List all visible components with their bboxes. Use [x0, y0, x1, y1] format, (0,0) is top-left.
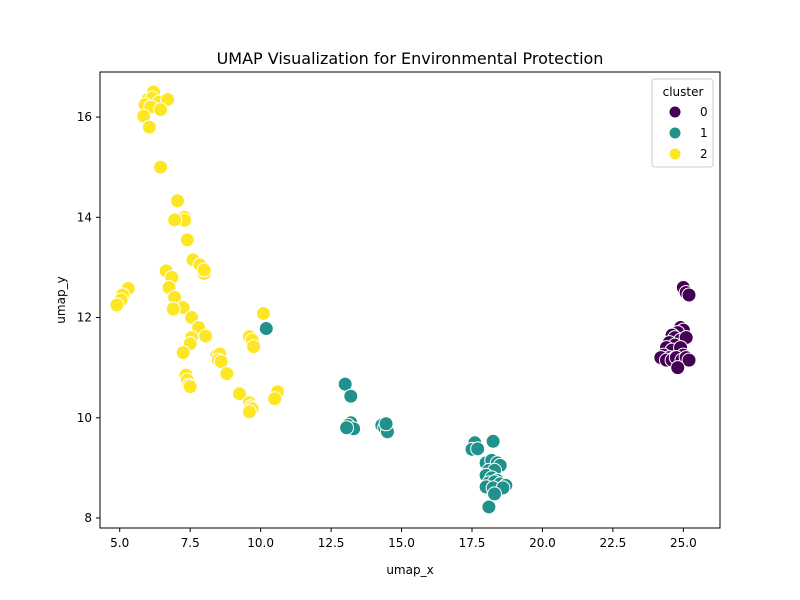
data-point-cluster-0 — [670, 360, 686, 376]
data-point-cluster-1 — [485, 433, 501, 449]
data-point-cluster-2 — [196, 262, 212, 278]
x-tick-label: 10.0 — [247, 536, 274, 550]
data-point-cluster-1 — [339, 420, 355, 436]
x-tick-label: 22.5 — [600, 536, 627, 550]
data-point-cluster-1 — [378, 416, 394, 432]
legend-label-cluster-2: 2 — [700, 147, 708, 161]
x-tick-label: 5.0 — [110, 536, 129, 550]
legend-label-cluster-1: 1 — [700, 126, 708, 140]
data-point-cluster-2 — [165, 301, 181, 317]
legend-entries: 0 1 2 — [668, 105, 708, 161]
data-point-cluster-2 — [182, 379, 198, 395]
y-tick-label: 16 — [77, 110, 92, 124]
data-point-cluster-2 — [267, 391, 283, 407]
y-tick-label: 14 — [77, 210, 92, 224]
plot-area-frame — [99, 71, 721, 529]
x-tick-label: 15.0 — [388, 536, 415, 550]
data-point-cluster-0 — [681, 287, 697, 303]
data-point-cluster-2 — [219, 366, 235, 382]
legend-title: cluster — [663, 85, 704, 99]
x-tick-label: 7.5 — [181, 536, 200, 550]
data-point-cluster-2 — [153, 102, 169, 118]
data-point-cluster-1 — [481, 499, 497, 515]
data-point-cluster-1 — [470, 441, 486, 457]
x-tick-label: 12.5 — [318, 536, 345, 550]
legend-marker-cluster-0 — [668, 105, 682, 119]
x-tick-label: 20.0 — [529, 536, 556, 550]
data-point-cluster-2 — [141, 119, 157, 135]
data-point-cluster-2 — [241, 404, 257, 420]
data-points — [109, 84, 697, 515]
data-point-cluster-2 — [175, 345, 191, 361]
legend-marker-cluster-1 — [668, 126, 682, 140]
data-point-cluster-2 — [246, 339, 262, 355]
chart-title: UMAP Visualization for Environmental Pro… — [217, 49, 604, 68]
x-tick-label: 25.0 — [670, 536, 697, 550]
legend: cluster 0 1 2 — [651, 78, 714, 168]
data-point-cluster-1 — [258, 321, 274, 337]
data-point-cluster-2 — [167, 212, 183, 228]
data-point-cluster-2 — [109, 297, 125, 313]
data-point-cluster-2 — [170, 193, 185, 209]
data-point-cluster-2 — [153, 159, 169, 175]
data-point-cluster-2 — [255, 306, 271, 322]
x-axis-label: umap_x — [386, 563, 433, 577]
data-point-cluster-2 — [232, 386, 247, 402]
y-tick-label: 8 — [84, 511, 92, 525]
data-point-cluster-2 — [198, 328, 214, 344]
data-point-cluster-1 — [337, 376, 353, 392]
y-axis-label: umap_y — [54, 276, 68, 323]
y-tick-label: 10 — [77, 411, 92, 425]
data-point-cluster-2 — [213, 354, 229, 370]
legend-box — [651, 78, 714, 168]
legend-marker-cluster-2 — [668, 147, 682, 161]
x-axis-ticks: 5.0 7.5 10.0 12.5 15.0 17.5 20.0 22.5 25.0 — [110, 528, 697, 550]
legend-label-cluster-0: 0 — [700, 105, 708, 119]
data-point-cluster-1 — [487, 486, 503, 502]
x-tick-label: 17.5 — [459, 536, 486, 550]
y-tick-label: 12 — [77, 311, 92, 325]
data-point-cluster-2 — [179, 232, 195, 248]
data-point-cluster-0 — [681, 352, 697, 368]
data-point-cluster-1 — [343, 388, 359, 404]
y-axis-ticks: 8 10 12 14 16 — [77, 110, 100, 525]
